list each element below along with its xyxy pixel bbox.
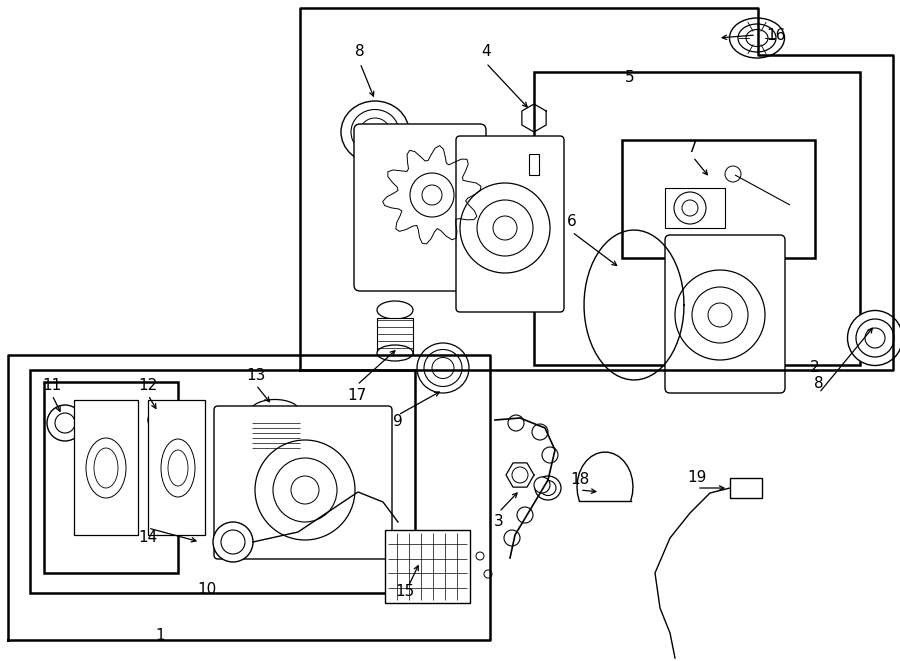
Text: 18: 18 bbox=[571, 473, 590, 488]
Text: 13: 13 bbox=[247, 368, 266, 383]
Ellipse shape bbox=[168, 450, 188, 486]
Ellipse shape bbox=[730, 18, 785, 58]
Ellipse shape bbox=[341, 101, 409, 163]
FancyBboxPatch shape bbox=[214, 406, 392, 559]
Bar bbox=[622, 140, 815, 258]
Circle shape bbox=[422, 185, 442, 205]
Circle shape bbox=[542, 447, 558, 463]
Circle shape bbox=[692, 287, 748, 343]
Circle shape bbox=[508, 415, 524, 431]
Text: 9: 9 bbox=[393, 414, 403, 430]
Circle shape bbox=[213, 522, 253, 562]
Circle shape bbox=[273, 458, 337, 522]
Circle shape bbox=[153, 415, 163, 425]
Circle shape bbox=[47, 405, 83, 441]
Text: 14: 14 bbox=[139, 531, 158, 545]
Text: 4: 4 bbox=[482, 44, 490, 59]
Ellipse shape bbox=[540, 481, 556, 496]
Circle shape bbox=[708, 303, 732, 327]
Ellipse shape bbox=[377, 345, 413, 361]
Circle shape bbox=[476, 552, 484, 560]
Circle shape bbox=[221, 530, 245, 554]
Text: 17: 17 bbox=[347, 387, 366, 403]
Ellipse shape bbox=[424, 350, 462, 387]
Bar bbox=[730, 478, 762, 498]
Bar bbox=[529, 154, 539, 175]
Circle shape bbox=[255, 440, 355, 540]
Circle shape bbox=[148, 410, 168, 430]
Text: 2: 2 bbox=[810, 360, 820, 375]
Ellipse shape bbox=[746, 30, 768, 46]
Text: 5: 5 bbox=[626, 71, 634, 85]
FancyBboxPatch shape bbox=[456, 136, 564, 312]
Ellipse shape bbox=[86, 438, 126, 498]
Bar bbox=[252, 420, 300, 453]
Text: 1: 1 bbox=[155, 627, 165, 642]
Circle shape bbox=[725, 166, 741, 182]
Text: 10: 10 bbox=[197, 582, 217, 598]
Ellipse shape bbox=[865, 328, 885, 348]
Ellipse shape bbox=[360, 118, 390, 146]
Text: 3: 3 bbox=[494, 514, 504, 529]
FancyBboxPatch shape bbox=[665, 235, 785, 393]
Ellipse shape bbox=[251, 442, 299, 464]
Text: 11: 11 bbox=[42, 377, 61, 393]
Circle shape bbox=[460, 183, 550, 273]
Text: 12: 12 bbox=[139, 377, 158, 393]
Ellipse shape bbox=[250, 399, 300, 424]
Circle shape bbox=[291, 476, 319, 504]
Circle shape bbox=[512, 467, 528, 483]
Text: 7: 7 bbox=[688, 139, 698, 155]
Circle shape bbox=[517, 507, 533, 523]
Bar bbox=[30, 370, 415, 593]
Bar bbox=[377, 318, 413, 355]
Circle shape bbox=[675, 270, 765, 360]
Bar bbox=[665, 188, 725, 228]
Text: 16: 16 bbox=[766, 28, 786, 42]
Bar bbox=[44, 382, 178, 573]
Circle shape bbox=[504, 530, 520, 546]
Circle shape bbox=[55, 413, 75, 433]
Bar bbox=[148, 400, 205, 535]
Ellipse shape bbox=[351, 110, 399, 155]
Ellipse shape bbox=[161, 439, 195, 497]
Text: 15: 15 bbox=[395, 584, 415, 600]
Circle shape bbox=[532, 424, 548, 440]
Bar bbox=[74, 400, 138, 535]
Ellipse shape bbox=[848, 311, 900, 366]
Text: 8: 8 bbox=[356, 44, 364, 59]
Ellipse shape bbox=[535, 476, 561, 500]
Circle shape bbox=[682, 200, 698, 216]
Circle shape bbox=[484, 570, 492, 578]
Ellipse shape bbox=[417, 343, 469, 393]
Ellipse shape bbox=[432, 358, 454, 379]
Circle shape bbox=[410, 173, 454, 217]
Ellipse shape bbox=[856, 319, 894, 357]
Ellipse shape bbox=[738, 24, 776, 52]
Ellipse shape bbox=[367, 124, 383, 139]
Text: 8: 8 bbox=[814, 375, 824, 391]
FancyBboxPatch shape bbox=[354, 124, 486, 291]
Circle shape bbox=[674, 192, 706, 224]
Circle shape bbox=[534, 477, 550, 493]
Circle shape bbox=[477, 200, 533, 256]
Bar bbox=[385, 530, 470, 603]
Circle shape bbox=[493, 216, 517, 240]
Ellipse shape bbox=[377, 301, 413, 319]
Text: 19: 19 bbox=[688, 471, 706, 485]
Bar bbox=[534, 72, 860, 365]
Text: 6: 6 bbox=[567, 215, 577, 229]
Ellipse shape bbox=[94, 448, 118, 488]
